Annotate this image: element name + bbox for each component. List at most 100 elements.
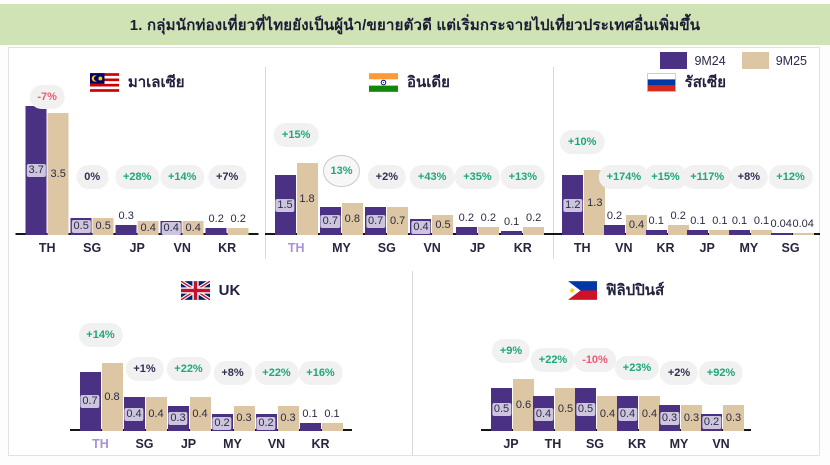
growth-badge: +8% xyxy=(213,361,252,385)
bar-9m24 xyxy=(604,225,625,235)
value-label: 0.8 xyxy=(104,391,120,403)
value-label: 0.3 xyxy=(683,412,700,424)
bar-9m24 xyxy=(770,233,792,235)
legend-label-9m24: 9M24 xyxy=(694,53,726,68)
chart-philippines: ฟิลิปปินส์ 0.5 0.6 +9% 0.4 0.5 +22% 0.5 0.4 -10%… xyxy=(413,271,819,455)
bar-9m24 xyxy=(115,224,137,235)
growth-badge: +7% xyxy=(208,165,247,189)
bottom-chart-row: UK 0.7 0.8 +14% 0.4 0.4 +1% 0.3 0.4 +22% 0.2 0.3 +8… xyxy=(9,271,819,455)
axis-label-sg: SG xyxy=(135,437,154,451)
growth-badge: +92% xyxy=(698,361,744,385)
growth-badge: +43% xyxy=(409,165,455,189)
growth-badge: +13% xyxy=(500,165,546,189)
bar-group-vn: 0.2 0.3 +92% xyxy=(698,309,744,431)
bar-group-th: 0.4 0.5 +22% xyxy=(530,309,576,431)
bar-9m25 xyxy=(296,163,318,235)
bar-9m25 xyxy=(523,227,545,235)
bar-group-sg: 0.7 0.7 +2% xyxy=(364,97,409,235)
bar-9m25 xyxy=(477,227,499,235)
chart-uk-categories: TH SG JP MY VN KR xyxy=(9,431,412,455)
bar-9m25 xyxy=(137,221,159,235)
value-label: 0.3 xyxy=(725,412,742,424)
chart-russia-header: รัสเซีย xyxy=(554,67,819,97)
chart-philippines-title: ฟิลิปปินส์ xyxy=(605,282,665,299)
value-label: 0.4 xyxy=(411,221,431,234)
value-label: 0.5 xyxy=(95,220,111,233)
bar-group-vn: 0.2 0.3 +22% xyxy=(254,309,299,431)
page-title-band: 1. กลุ่มนักท่องเที่ยวที่ไทยยังเป็นผู้นำ/… xyxy=(0,4,830,45)
value-label: 0.5 xyxy=(71,220,91,234)
chart-india-plot: 1.5 1.8 +15% 0.7 0.8 13% 0.7 0.7 +2% 0.4 0.5 +43% 0.… xyxy=(264,97,555,235)
bar-group-kr: 0.1 0.1 +16% xyxy=(298,309,343,431)
malaysia-flag-icon xyxy=(89,72,119,92)
bar-group-th: 3.7 3.5 -7% xyxy=(25,85,70,235)
bar-group-kr: 0.4 0.4 +23% xyxy=(614,309,660,431)
value-label: 0.2 xyxy=(480,212,496,224)
growth-badge: -7% xyxy=(29,85,65,109)
axis-label-th: TH xyxy=(38,241,56,255)
value-label: 0.04 xyxy=(770,218,792,230)
bar-9m25 xyxy=(341,203,363,235)
bar-group-th: 0.7 0.8 +14% xyxy=(78,309,123,431)
bar-group-th: 1.5 1.8 +15% xyxy=(273,97,319,235)
value-label: 0.8 xyxy=(344,213,360,225)
value-label: 0.4 xyxy=(140,222,156,234)
bar-group-sg: 0.4 0.4 +1% xyxy=(123,309,167,431)
axis-label-my: MY xyxy=(332,241,351,255)
value-label: 0.3 xyxy=(659,412,680,425)
bar-group-jp: 0.3 0.4 +28% xyxy=(114,97,160,235)
value-label: 0.1 xyxy=(712,215,728,227)
x-axis-line xyxy=(69,429,352,431)
growth-badge: +2% xyxy=(659,361,699,385)
bar-group-kr: 0.2 0.2 +7% xyxy=(205,97,250,235)
chart-uk-plot: 0.7 0.8 +14% 0.4 0.4 +1% 0.3 0.4 +22% 0.2 0.3 +8% 0.… xyxy=(9,309,412,431)
growth-badge: 0% xyxy=(76,165,109,189)
growth-badge: +2% xyxy=(367,165,406,189)
axis-label-my: MY xyxy=(223,437,242,451)
chart-india-header: อินเดีย xyxy=(266,67,552,97)
bar-9m25 xyxy=(432,215,454,235)
bar-9m25 xyxy=(321,422,343,431)
chart-malaysia: มาเลเซีย 3.7 3.5 -7% 0.5 0.5 0% 0.3 0.4 +28% 0.4 0… xyxy=(9,67,267,259)
bar-9m25 xyxy=(387,207,409,235)
value-label: 0.4 xyxy=(148,408,164,420)
value-label: 0.2 xyxy=(670,210,686,222)
bar-group-jp: 0.3 0.4 +22% xyxy=(166,309,211,431)
bar-group-sg: 0.5 0.5 0% xyxy=(70,97,115,235)
bar-9m25 xyxy=(189,397,211,431)
bar-group-kr: 0.1 0.2 +13% xyxy=(500,97,546,235)
axis-label-kr: KR xyxy=(627,437,647,451)
bar-9m25 xyxy=(751,230,773,235)
growth-badge: +10% xyxy=(559,130,605,154)
bar-9m25 xyxy=(597,396,618,431)
chart-philippines-plot: 0.5 0.6 +9% 0.4 0.5 +22% 0.5 0.4 -10% 0.4 0.4 +23% 0… xyxy=(413,309,819,431)
value-label: 0.3 xyxy=(280,412,296,425)
value-label: 0.2 xyxy=(208,213,224,225)
value-label: 0.1 xyxy=(731,215,748,227)
value-label: 0.4 xyxy=(161,222,181,235)
chart-malaysia-header: มาเลเซีย xyxy=(9,67,265,97)
value-label: 0.3 xyxy=(236,412,252,425)
growth-badge: +16% xyxy=(298,361,343,385)
chart-russia-plot: 1.2 1.3 +10% 0.2 0.4 +174% 0.1 0.2 +15% 0.1 0.1 +11… xyxy=(552,97,821,235)
value-label: 0.4 xyxy=(124,408,144,421)
growth-badge: -10% xyxy=(574,347,616,372)
top-chart-row: มาเลเซีย 3.7 3.5 -7% 0.5 0.5 0% 0.3 0.4 +28% 0.4 0… xyxy=(9,67,821,259)
growth-badge: +174% xyxy=(598,165,650,189)
bar-group-sg: 0.5 0.4 -10% xyxy=(574,309,618,431)
growth-badge: 13% xyxy=(323,155,360,187)
chart-uk: UK 0.7 0.8 +14% 0.4 0.4 +1% 0.3 0.4 +22% 0.2 0.3 +8… xyxy=(9,271,413,455)
value-label: 0.2 xyxy=(256,416,276,430)
bar-group-vn: 0.4 0.4 +14% xyxy=(159,97,205,235)
bar-group-vn: 0.2 0.4 +174% xyxy=(598,97,650,235)
value-label: 0.2 xyxy=(701,416,722,430)
bar-9m25 xyxy=(513,378,534,431)
bar-9m25 xyxy=(667,225,689,235)
bar-9m24 xyxy=(299,422,321,431)
bar-group-kr: 0.1 0.2 +15% xyxy=(643,97,689,235)
axis-label-sg: SG xyxy=(781,241,800,255)
value-label: 0.3 xyxy=(118,209,134,222)
value-label: 0.4 xyxy=(533,407,554,421)
bar-group-vn: 0.4 0.5 +43% xyxy=(409,97,455,235)
axis-label-jp: JP xyxy=(699,241,715,255)
